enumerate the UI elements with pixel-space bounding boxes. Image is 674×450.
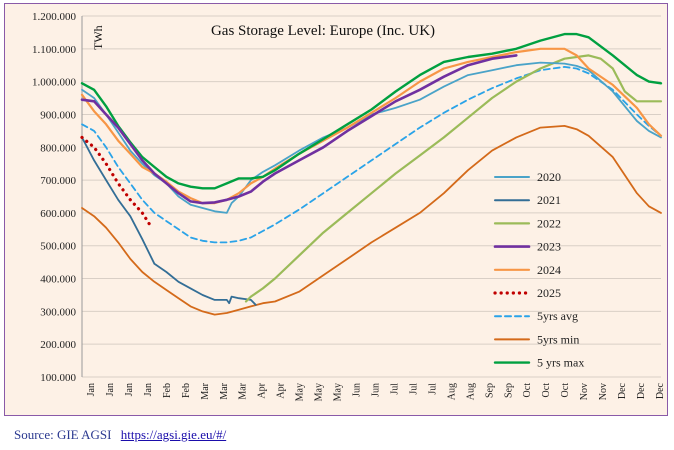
legend-label: 2023: [537, 240, 561, 254]
x-tick-label: Jun: [371, 383, 382, 397]
x-tick-label: Sep: [484, 383, 495, 398]
series-line-2020: [81, 61, 662, 214]
x-tick-label: Jul: [389, 383, 400, 395]
y-axis-unit-label: TWh: [91, 25, 105, 50]
legend-label: 2024: [537, 263, 561, 277]
x-tick-label: Jun: [352, 383, 363, 397]
y-tick-label: 300.000: [40, 306, 76, 318]
legend-label: 2021: [537, 193, 561, 207]
x-tick-label: Oct: [560, 383, 571, 398]
y-axis-ticks: 100.000 200.000 300.000 400.000 500.000 600.0…: [32, 11, 77, 384]
y-tick-label: 700.000: [40, 175, 76, 187]
legend-label: 2020: [537, 170, 561, 184]
x-tick-label: Oct: [522, 383, 533, 398]
x-tick-label: Dec: [617, 382, 628, 399]
series-line-5yrs-avg: [81, 66, 662, 244]
x-tick-label: May: [295, 383, 306, 401]
legend-label: 5yrs avg: [537, 309, 578, 323]
x-tick-label: Jan: [143, 383, 154, 396]
y-tick-label: 400.000: [40, 274, 76, 286]
x-tick-label: Aug: [465, 383, 476, 400]
legend-label: 5 yrs max: [537, 356, 584, 370]
y-tick-label: 900.000: [40, 109, 76, 121]
x-tick-label: Dec: [655, 382, 666, 399]
x-tick-label: May: [333, 383, 344, 401]
x-tick-label: Aug: [446, 383, 457, 400]
series-line-2025: [80, 135, 152, 226]
x-tick-label: Feb: [181, 383, 192, 398]
y-tick-label: 1.200.000: [32, 11, 77, 23]
x-tick-label: Mar: [200, 382, 211, 399]
chart-frame: 100.000 200.000 300.000 400.000 500.000 600.0…: [4, 3, 668, 416]
series-line-5-yrs-max: [80, 32, 663, 190]
legend-label: 2025: [537, 286, 561, 300]
legend-label: 2022: [537, 216, 561, 230]
x-tick-label: Sep: [503, 383, 514, 398]
legend: 2020 2021 2022 2023 2024 2025 5yrs avg 5yrs min…: [493, 170, 584, 370]
grid: [81, 15, 661, 378]
x-tick-label: Nov: [598, 383, 609, 400]
x-tick-label: Jan: [124, 383, 135, 396]
y-tick-label: 800.000: [40, 142, 76, 154]
x-tick-label: Jan: [105, 383, 116, 396]
series-line-2021: [81, 136, 257, 306]
source-note: Source: GIE AGSI https://agsi.gie.eu/#/: [14, 427, 226, 443]
x-axis-ticks: Jan Jan Jan Jan Feb Feb Mar Mar Mar Apr Apr May May M…: [86, 382, 666, 401]
x-tick-label: Apr: [276, 382, 287, 398]
x-tick-label: Jan: [86, 383, 97, 396]
y-tick-label: 500.000: [40, 241, 76, 253]
x-tick-label: May: [314, 383, 325, 401]
source-link[interactable]: https://agsi.gie.eu/#/: [120, 427, 227, 442]
x-tick-label: Apr: [257, 382, 268, 398]
x-tick-label: Feb: [162, 383, 173, 398]
x-tick-label: Mar: [238, 382, 249, 399]
series-lines: [80, 32, 663, 316]
x-tick-label: Dec: [636, 382, 647, 399]
legend-label: 5yrs min: [537, 332, 579, 346]
x-tick-label: Jul: [427, 383, 438, 395]
y-tick-label: 200.000: [40, 339, 76, 351]
source-label: Source: GIE AGSI: [14, 427, 112, 442]
chart-title: Gas Storage Level: Europe (Inc. UK): [211, 23, 435, 39]
x-tick-label: Jul: [408, 383, 419, 395]
x-tick-label: Oct: [541, 383, 552, 398]
y-tick-label: 100.000: [40, 372, 76, 384]
series-line-2022: [244, 54, 663, 303]
series-line-2023: [80, 54, 518, 205]
y-tick-label: 600.000: [40, 208, 76, 220]
y-tick-label: 1.000.000: [32, 77, 77, 89]
line-chart: 100.000 200.000 300.000 400.000 500.000 600.0…: [32, 11, 666, 401]
x-tick-label: Mar: [219, 382, 230, 399]
series-line-5yrs-min: [81, 125, 662, 316]
y-tick-label: 1.100.000: [32, 44, 77, 56]
x-tick-label: Nov: [579, 383, 590, 400]
